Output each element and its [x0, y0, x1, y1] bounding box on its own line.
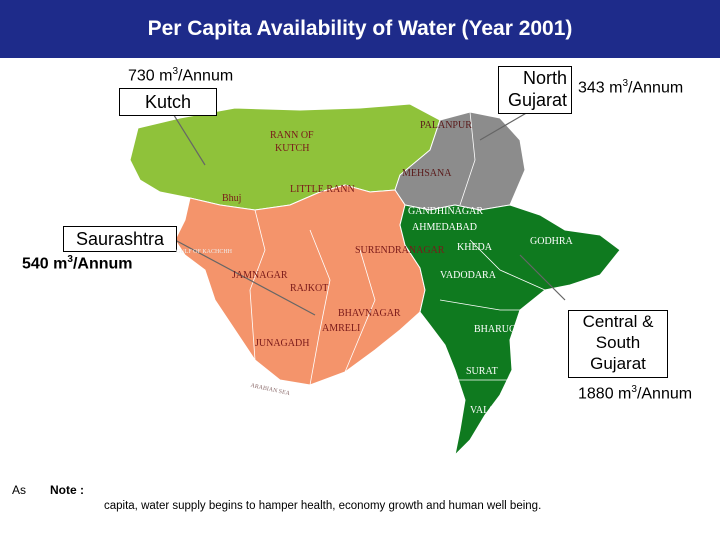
place-gandhinagar: GANDHINAGAR: [408, 206, 483, 217]
place-godhra: GODHRA: [530, 236, 573, 247]
footer-note-label: Note :: [50, 483, 84, 497]
place-ahmedabad: AHMEDABAD: [412, 222, 477, 233]
place-palanpur: PALANPUR: [420, 120, 472, 131]
place-bhuj: Bhuj: [222, 193, 242, 204]
place-rann-of-kutch-1: RANN OF: [270, 130, 314, 141]
place-surat: SURAT: [466, 366, 498, 377]
kutch-value: 730 m3/Annum: [128, 66, 234, 85]
kutch-label: Kutch: [144, 92, 192, 112]
place-rann-of-kutch-2: KUTCH: [275, 143, 310, 154]
place-amreli: AMRELI: [322, 323, 361, 334]
place-dang: DANG: [518, 397, 547, 408]
place-kheda: KHEDA: [457, 242, 492, 253]
place-gulf-of-kachchh: GULF OF KACHCHH: [176, 249, 233, 255]
place-valsad: VALSAD: [470, 405, 510, 416]
central-label-line2: South: [595, 333, 641, 352]
place-bhavnagar: BHAVNAGAR: [338, 308, 401, 319]
kutch-label-box: Kutch: [119, 88, 217, 116]
place-vadodara: VADODARA: [440, 270, 496, 281]
place-surendranagar: SURENDRANAGAR: [355, 245, 445, 256]
central-label-line1: Central &: [582, 312, 654, 331]
central-south-region: [399, 204, 621, 457]
place-junagadh: JUNAGADH: [255, 338, 310, 349]
place-jamnagar: JAMNAGAR: [232, 270, 288, 281]
north-label-line2: Gujarat: [507, 90, 567, 110]
central-label-line3: Gujarat: [590, 354, 646, 373]
central-value: 1880 m3/Annum: [578, 384, 693, 403]
district-borders: [249, 111, 546, 386]
footer-as: As: [12, 483, 27, 497]
central-label-box: Central & South Gujarat: [568, 310, 668, 378]
place-rajkot: RAJKOT: [290, 283, 329, 294]
north-value: 343 m3/Annum: [578, 78, 684, 97]
slide-title: Per Capita Availability of Water (Year 2…: [0, 0, 720, 58]
footer-note-text: capita, water supply begins to hamper he…: [104, 500, 542, 512]
place-bharuch: BHARUCH: [474, 324, 523, 335]
saurashtra-label: Saurashtra: [75, 229, 165, 249]
north-label-line1: North: [522, 68, 567, 88]
saurashtra-value: 540 m3/Annum: [22, 254, 133, 273]
saurashtra-label-box: Saurashtra: [63, 226, 177, 252]
place-little-rann: LITTLE RANN: [290, 184, 355, 195]
place-mehsana: MEHSANA: [402, 168, 452, 179]
north-label-box: North Gujarat: [498, 66, 572, 114]
